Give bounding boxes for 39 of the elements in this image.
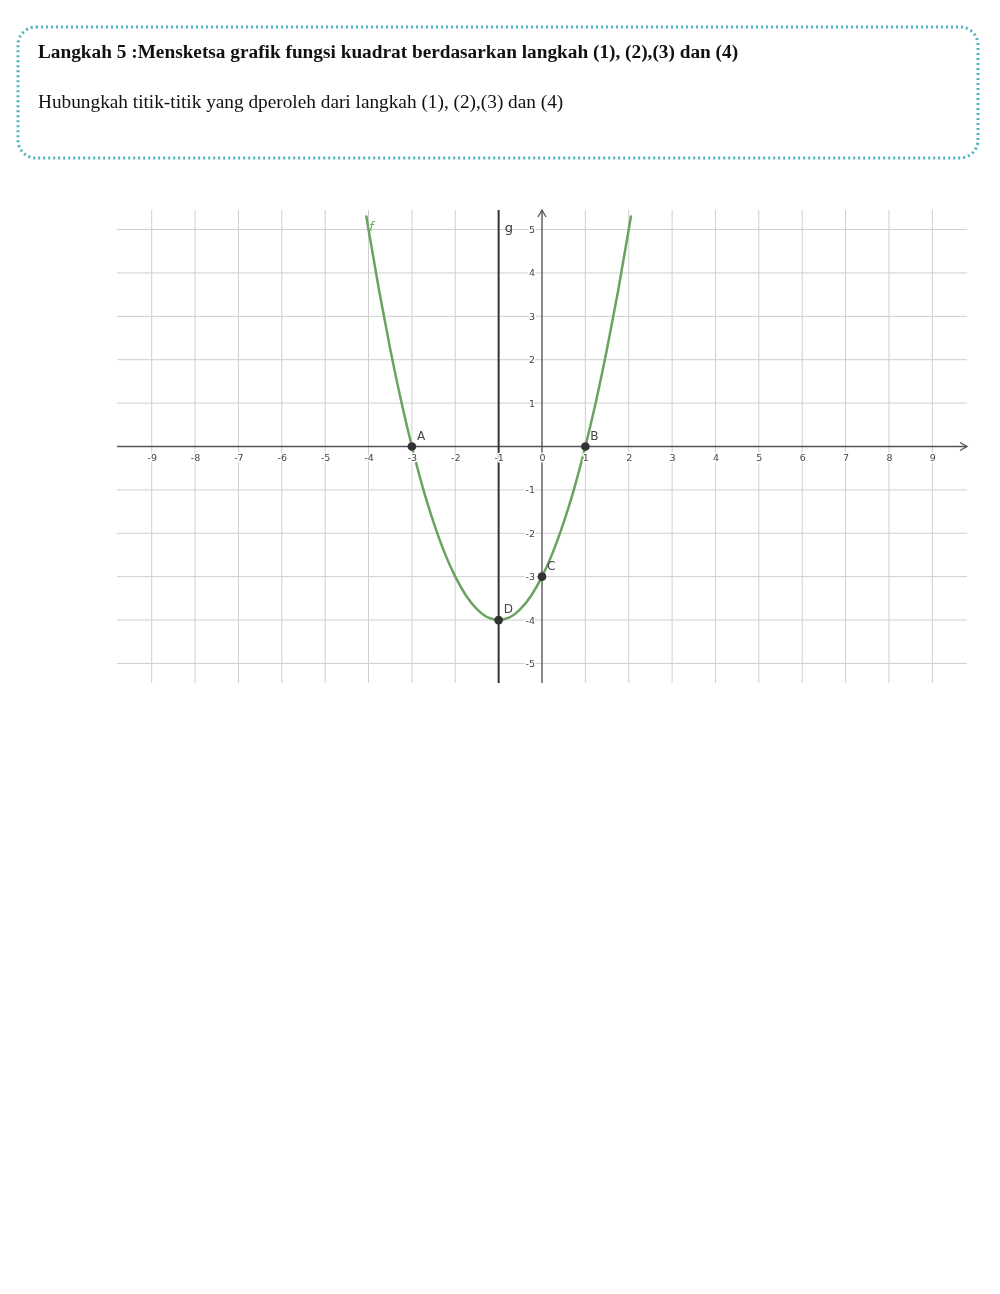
x-tick-label: -7 xyxy=(234,452,244,464)
x-tick-label: 8 xyxy=(886,452,893,464)
point xyxy=(494,615,503,625)
y-tick-label: -3 xyxy=(525,571,535,583)
point xyxy=(581,442,590,451)
y-tick-label: 1 xyxy=(528,397,535,409)
x-tick-label: 9 xyxy=(929,452,936,464)
data-label: C xyxy=(547,558,556,573)
x-tick-label: -9 xyxy=(147,452,157,464)
x-tick-label: 0 xyxy=(539,452,546,464)
x-tick-label: 5 xyxy=(756,452,763,464)
y-tick-label: -5 xyxy=(525,658,535,670)
x-tick-label: 3 xyxy=(669,452,676,464)
y-tick-label: -2 xyxy=(525,527,535,539)
x-tick-label: -8 xyxy=(190,452,201,464)
y-tick-label: 5 xyxy=(528,224,535,236)
x-tick-label: -2 xyxy=(451,452,461,464)
x-tick-label: 4 xyxy=(712,452,719,464)
x-tick-label: 1 xyxy=(582,452,589,464)
data-label: B xyxy=(590,428,599,443)
x-tick-label: -4 xyxy=(364,452,374,464)
y-tick-label: 3 xyxy=(528,310,535,322)
y-tick-label: -4 xyxy=(525,614,535,626)
chart-title: Langkah 5 :Mensketsa grafik fungsi kuadrat berdasarkan langkah (1), (2),(3) dan (4) xyxy=(38,41,739,63)
point xyxy=(537,572,547,582)
ref-line-label: g xyxy=(504,220,513,235)
x-tick-label: -5 xyxy=(320,452,331,464)
x-tick-label: -6 xyxy=(277,452,288,464)
point xyxy=(407,442,417,451)
data-label: A xyxy=(416,428,426,443)
data-label: D xyxy=(503,602,513,617)
series-label: f xyxy=(369,219,376,234)
x-tick-label: 7 xyxy=(843,452,850,464)
x-tick-label: 6 xyxy=(799,452,806,464)
x-tick-label: 2 xyxy=(626,452,633,464)
y-tick-label: 2 xyxy=(528,354,535,366)
y-tick-label: 4 xyxy=(528,267,535,279)
chart-subtitle: Hubungkah titik-titik yang dperoleh dari langkah (1), (2),(3) dan (4) xyxy=(38,91,564,113)
y-tick-label: -1 xyxy=(525,484,535,496)
